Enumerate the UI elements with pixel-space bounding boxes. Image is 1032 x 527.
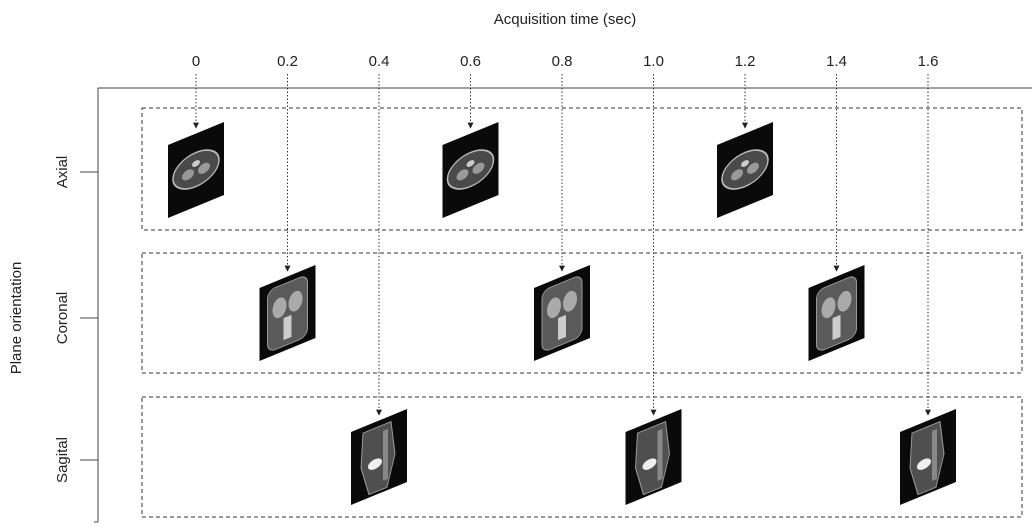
x-axis-title: Acquisition time (sec) (494, 11, 637, 28)
time-label: 1.2 (735, 53, 756, 70)
scan-organ (932, 429, 937, 481)
row-box (142, 397, 1022, 517)
row-box (142, 108, 1022, 230)
time-label: 1.0 (643, 53, 664, 70)
scan-organ (658, 429, 663, 481)
time-label: 1.4 (826, 53, 847, 70)
mri-slice (626, 409, 682, 505)
mri-slice (443, 122, 499, 218)
mri-slice (351, 409, 407, 505)
time-label: 0.4 (369, 53, 390, 70)
time-label: 1.6 (918, 53, 939, 70)
mri-slice (534, 265, 590, 361)
mri-slice (717, 122, 773, 218)
scan-organ (383, 429, 388, 481)
diagram: Acquisition time (sec) Plane orientation… (0, 0, 1032, 527)
mri-slice (900, 409, 956, 505)
row-label: Sagital (54, 437, 71, 483)
time-label: 0 (192, 53, 200, 70)
scan-organ (284, 315, 292, 340)
scan-organ (558, 315, 566, 340)
time-label: 0.6 (460, 53, 481, 70)
row-label: Coronal (54, 292, 71, 345)
time-label: 0.2 (277, 53, 298, 70)
mri-slice (809, 265, 865, 361)
y-axis-title: Plane orientation (8, 262, 25, 375)
scan-organ (833, 315, 841, 340)
mri-slice (260, 265, 316, 361)
row-label: Axial (54, 156, 71, 189)
time-label: 0.8 (552, 53, 573, 70)
mri-slice (168, 122, 224, 218)
